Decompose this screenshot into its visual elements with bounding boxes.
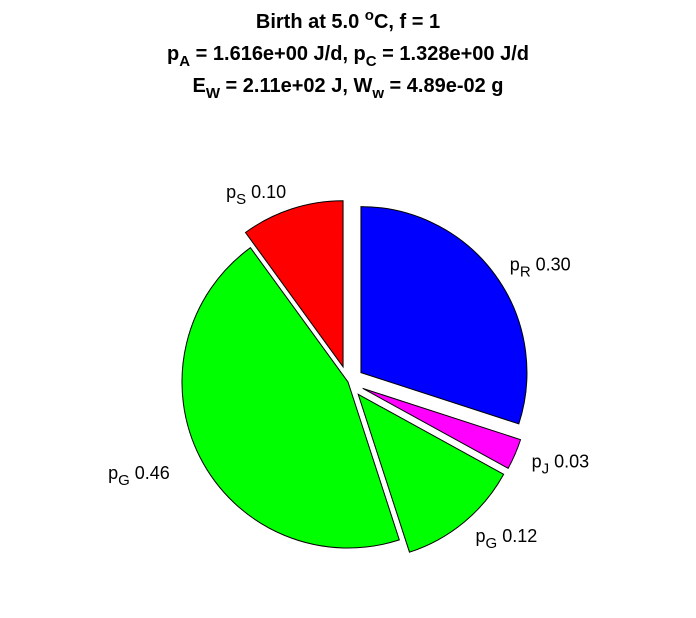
slice-label-pS-0.10: pS 0.10 xyxy=(226,182,286,208)
title-line-1: Birth at 5.0 oC, f = 1 xyxy=(255,7,441,33)
pie-slice-pJ-0.03 xyxy=(362,387,522,470)
slice-label-pG-0.46: pG 0.46 xyxy=(108,463,170,489)
title-line-2: pA = 1.616e+00 J/d, pC = 1.328e+00 J/d xyxy=(167,43,529,70)
slice-label-pJ-0.03: pJ 0.03 xyxy=(532,451,590,477)
slice-labels: pR 0.30 pJ 0.03 pG 0.12 pG 0.46 pS 0.10 xyxy=(108,182,589,552)
pie-slice-pG-0.12 xyxy=(357,393,505,553)
pie-slices xyxy=(181,200,528,553)
chart-title: Birth at 5.0 oC, f = 1 pA = 1.616e+00 J/d… xyxy=(0,6,696,102)
pie-slice-pR-0.30 xyxy=(360,206,528,425)
title-line-3: EW = 2.11e+02 J, Ww = 4.89e-02 g xyxy=(192,75,504,102)
pie-slice-pS-0.10 xyxy=(244,200,344,369)
slice-label-pG-0.12: pG 0.12 xyxy=(476,526,538,552)
slice-label-pR-0.30: pR 0.30 xyxy=(510,254,571,280)
pie-slice-pG-0.46 xyxy=(181,247,400,549)
